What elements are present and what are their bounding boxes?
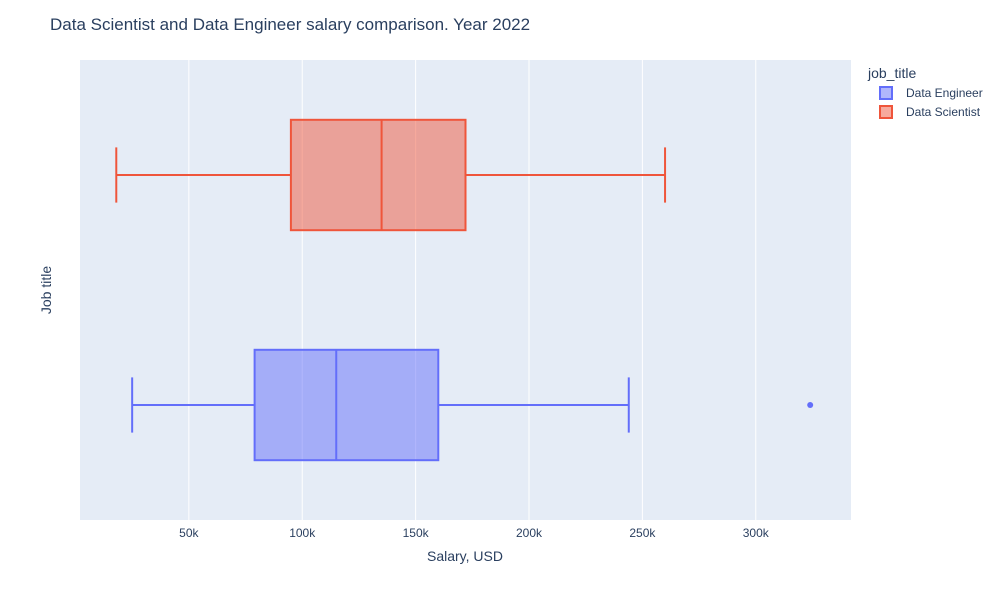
x-tick-label-1: 100k — [289, 526, 316, 540]
legend-title: job_title — [867, 65, 916, 81]
legend: job_title Data Engineer Data Scientist — [867, 65, 983, 119]
box-traces — [115, 118, 814, 462]
y-axis-title: Job title — [38, 266, 54, 314]
outlier-point-0 — [807, 402, 814, 408]
iqr-box — [289, 118, 467, 232]
box-data-scientist[interactable] — [115, 118, 667, 232]
legend-item-data-scientist[interactable]: Data Scientist — [879, 105, 981, 119]
x-tick-label-0: 50k — [179, 526, 199, 540]
x-tick-labels: 50k 100k 150k 200k 250k 300k — [179, 526, 770, 540]
legend-label: Data Scientist — [906, 105, 981, 119]
box-data-engineer[interactable] — [131, 348, 814, 462]
legend-swatch — [879, 86, 893, 100]
x-tick-label-2: 150k — [403, 526, 430, 540]
legend-item-data-engineer[interactable]: Data Engineer — [879, 86, 983, 100]
legend-swatch — [879, 105, 893, 119]
x-axis-title: Salary, USD — [427, 548, 503, 564]
iqr-box — [253, 348, 440, 462]
legend-label: Data Engineer — [906, 86, 983, 100]
x-tick-label-4: 250k — [629, 526, 656, 540]
x-tick-label-5: 300k — [743, 526, 770, 540]
x-tick-label-3: 200k — [516, 526, 543, 540]
chart-title: Data Scientist and Data Engineer salary … — [50, 15, 530, 34]
